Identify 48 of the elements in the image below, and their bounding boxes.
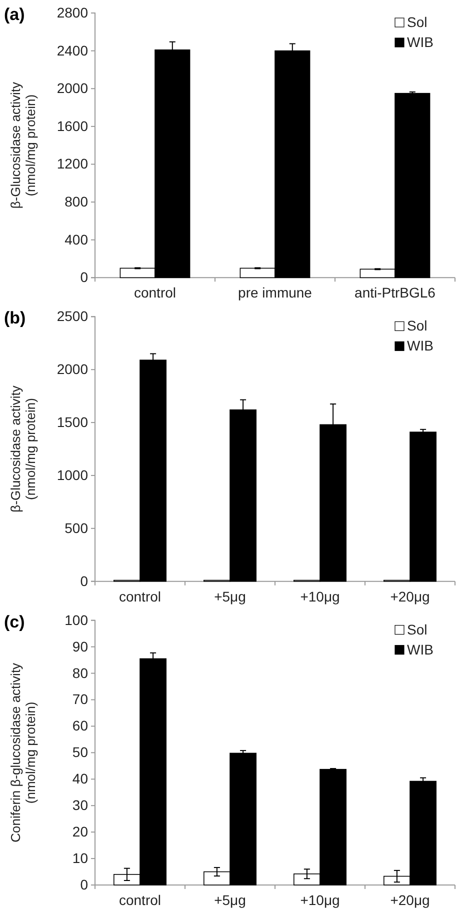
y-axis-title: β-Glucosidase activity (nmol/mg protein) [8,385,38,512]
y-tick-label: 1200 [56,156,88,172]
y-tick-label: 2000 [56,80,88,96]
x-tick-label: +10μg [300,892,340,908]
legend-label: Sol [407,621,428,638]
x-tick-label: control [118,892,162,908]
y-tick-label: 2400 [56,42,88,58]
y-tick-label: 20 [72,824,88,840]
x-tick-label: +5μg [214,588,246,604]
x-tick-label: control [118,588,162,604]
x-tick-label: +10μg [300,588,340,604]
y-axis-title: β-Glucosidase activity (nmol/mg protein) [8,81,38,209]
y-tick-label: 50 [72,744,88,760]
y-tick-label: 2800 [56,4,88,20]
y-tick-label: 0 [80,572,88,589]
y-tick-label: 0 [80,876,88,892]
y-tick-label: 1500 [56,414,88,430]
x-tick-label: +5μg [214,892,246,908]
y-tick-label: 80 [72,664,88,681]
x-tick-label: anti-PtrBGL6 [354,284,436,301]
y-tick-label: 1600 [56,118,88,134]
y-axis-title: Coniferin β-glucosidase activity (nmol/mg protein) [8,662,38,842]
chart-title: (c) [4,612,25,632]
legend-label: WIB [407,338,434,354]
y-tick-label: 10 [72,850,88,866]
y-tick-label: 500 [64,520,88,536]
chart-title: (a) [4,5,25,24]
x-tick-label: control [134,284,176,301]
x-tick-label: pre immune [238,284,312,301]
legend-label: WIB [407,641,434,658]
y-tick-label: 0 [80,269,88,286]
y-tick-label: 70 [72,691,88,708]
y-tick-label: 100 [64,612,88,628]
y-tick-label: 40 [72,770,88,787]
y-tick-label: 400 [64,231,88,248]
chart-title: (b) [4,308,26,328]
x-tick-label: +20μg [390,588,430,604]
legend-label: Sol [407,14,428,30]
y-tick-label: 800 [64,194,88,210]
legend-label: Sol [407,318,428,334]
y-tick-label: 2000 [56,361,88,378]
x-tick-label: +20μg [390,892,430,908]
y-tick-label: 90 [72,638,88,654]
legend-label: WIB [407,34,434,50]
y-tick-label: 2500 [56,308,88,324]
y-tick-label: 30 [72,797,88,814]
y-tick-label: 1000 [56,466,88,483]
y-tick-label: 60 [72,718,88,734]
